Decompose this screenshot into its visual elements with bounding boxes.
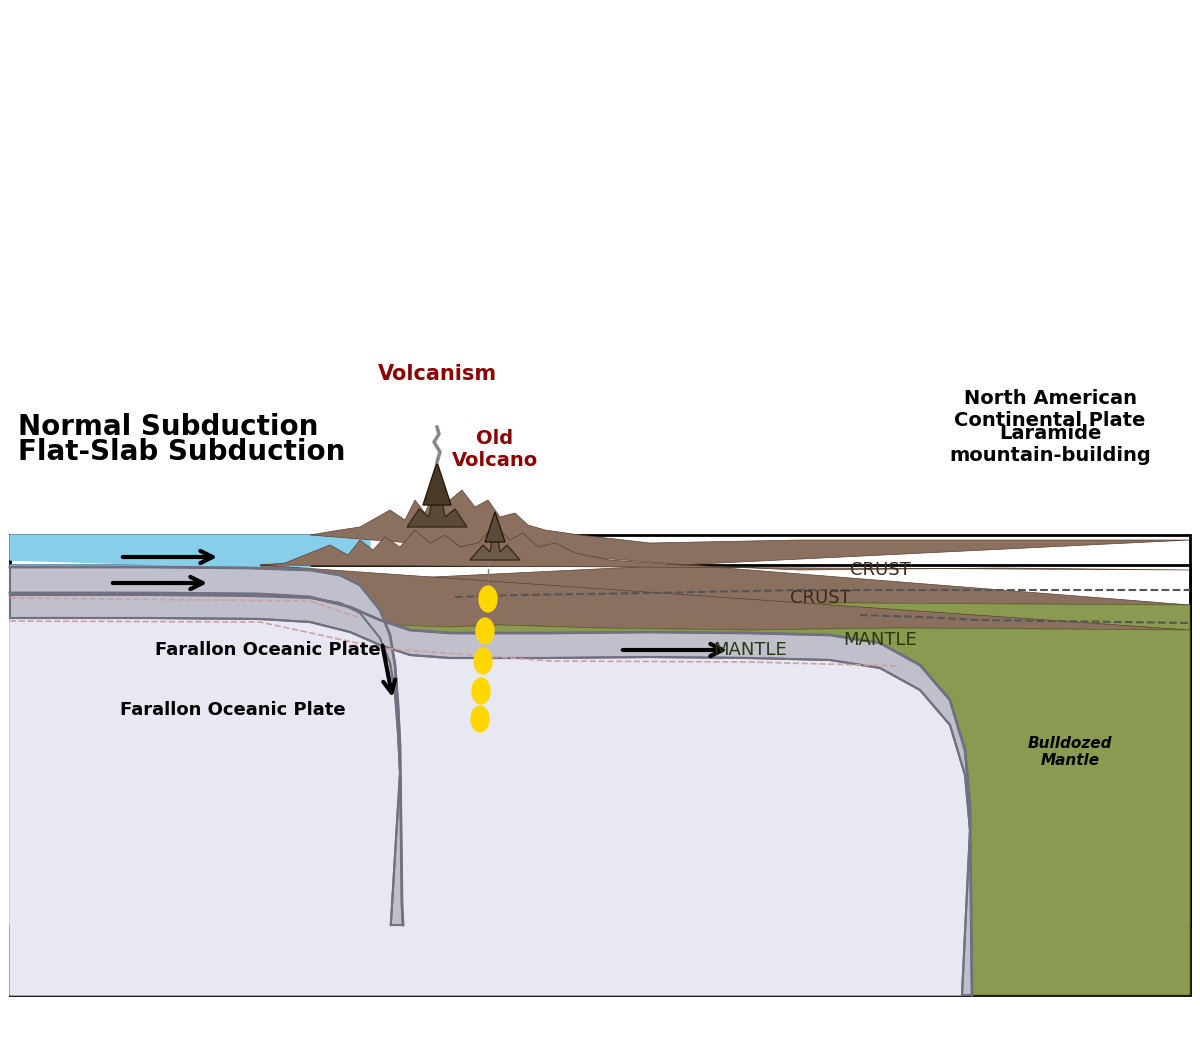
Bar [10, 535, 1190, 925]
Text: MANTLE: MANTLE [713, 641, 787, 659]
Text: North American
Continental Plate: North American Continental Plate [954, 389, 1146, 430]
Text: Farallon Oceanic Plate: Farallon Oceanic Plate [155, 641, 380, 659]
Text: CRUST: CRUST [790, 589, 851, 607]
Polygon shape [310, 485, 1190, 625]
Polygon shape [424, 462, 451, 505]
Polygon shape [472, 678, 490, 704]
Bar [10, 565, 1190, 995]
Text: Volcanism: Volcanism [378, 364, 497, 384]
Polygon shape [479, 632, 491, 642]
Polygon shape [474, 720, 486, 731]
Text: Flat-Slab Subduction: Flat-Slab Subduction [18, 438, 346, 466]
Polygon shape [482, 600, 494, 611]
Polygon shape [260, 525, 1190, 630]
Polygon shape [479, 586, 497, 612]
Polygon shape [370, 600, 1190, 925]
Polygon shape [476, 618, 494, 644]
Polygon shape [474, 648, 492, 674]
Polygon shape [475, 692, 487, 703]
Polygon shape [385, 617, 460, 745]
Polygon shape [380, 620, 1190, 995]
Polygon shape [10, 567, 403, 925]
Polygon shape [407, 472, 467, 528]
Text: Farallon Oceanic Plate: Farallon Oceanic Plate [120, 701, 346, 720]
Polygon shape [10, 593, 972, 995]
Polygon shape [10, 565, 310, 590]
Polygon shape [10, 618, 970, 995]
Text: Old
Volcano: Old Volcano [452, 429, 538, 469]
Text: Laramide
mountain-building: Laramide mountain-building [949, 424, 1151, 465]
Text: CRUST: CRUST [850, 561, 911, 579]
Text: Bulldozed
Mantle: Bulldozed Mantle [1027, 735, 1112, 768]
Text: MANTLE: MANTLE [844, 631, 917, 649]
Text: Normal Subduction: Normal Subduction [18, 413, 318, 441]
Polygon shape [478, 661, 490, 673]
Polygon shape [10, 535, 370, 567]
Polygon shape [470, 520, 520, 560]
Polygon shape [10, 595, 400, 925]
Polygon shape [485, 512, 505, 542]
Polygon shape [472, 706, 490, 732]
